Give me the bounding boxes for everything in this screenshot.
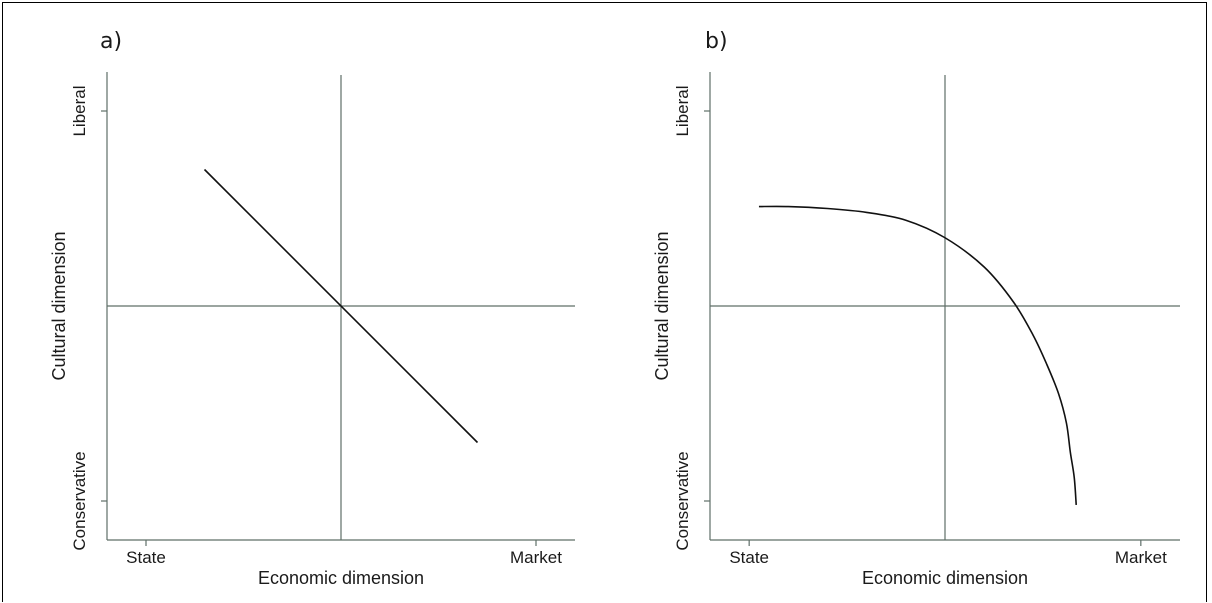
chart-panel-b: b) State Market Conservative Liberal Economic… bbox=[652, 29, 1180, 588]
chart-panel-a: a) State Market Conservative Liberal Economic… bbox=[49, 29, 575, 588]
y-tick-label: Liberal bbox=[70, 85, 89, 136]
x-tick-label: State bbox=[729, 548, 769, 567]
x-axis-title: Economic dimension bbox=[862, 568, 1028, 588]
data-line-series-0 bbox=[203, 168, 479, 444]
y-axis-title: Cultural dimension bbox=[652, 231, 672, 380]
y-tick-label: Liberal bbox=[673, 85, 692, 136]
x-tick-label: Market bbox=[1115, 548, 1167, 567]
y-tick-label: Conservative bbox=[673, 451, 692, 550]
x-axis-title: Economic dimension bbox=[258, 568, 424, 588]
x-tick-label: State bbox=[126, 548, 166, 567]
panel-label: a) bbox=[100, 29, 122, 54]
y-axis-title: Cultural dimension bbox=[49, 231, 69, 380]
data-line-series-0 bbox=[758, 205, 1078, 505]
y-tick-label: Conservative bbox=[70, 451, 89, 550]
x-tick-label: Market bbox=[510, 548, 562, 567]
panel-label: b) bbox=[705, 29, 728, 54]
